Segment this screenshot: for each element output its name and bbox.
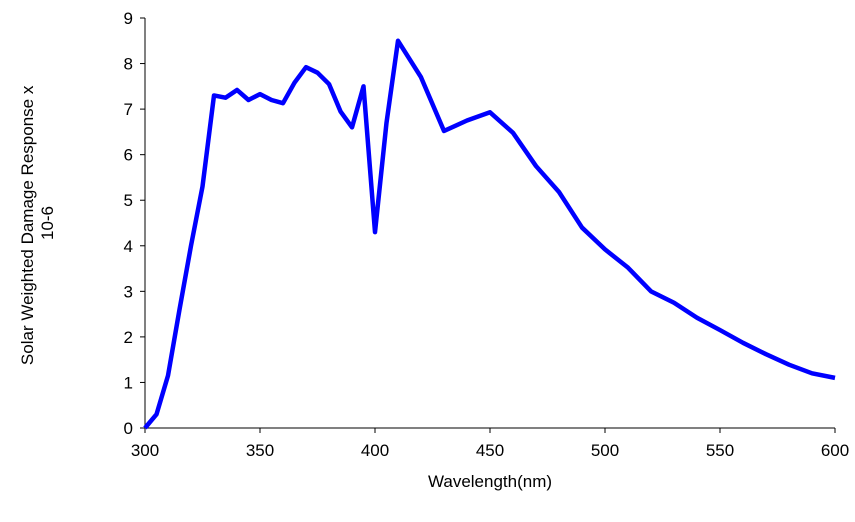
x-tick-label: 350 <box>246 441 274 460</box>
y-axis-title: Solar Weighted Damage Response x 10-6 <box>18 81 57 365</box>
x-ticks: 300 350 400 450 500 550 600 <box>131 428 849 460</box>
y-axis-title-line-1: Solar Weighted Damage Response x <box>18 85 37 365</box>
y-tick-label: 8 <box>124 55 133 74</box>
y-tick-label: 7 <box>124 100 133 119</box>
y-axis-title-line-2: 10-6 <box>38 206 57 240</box>
x-tick-label: 450 <box>476 441 504 460</box>
x-tick-label: 400 <box>361 441 389 460</box>
y-tick-label: 4 <box>124 237 133 256</box>
y-tick-label: 9 <box>124 9 133 28</box>
y-tick-label: 2 <box>124 328 133 347</box>
y-tick-label: 6 <box>124 146 133 165</box>
series-line <box>143 38 836 430</box>
y-tick-label: 5 <box>124 191 133 210</box>
x-tick-label: 600 <box>821 441 849 460</box>
y-ticks: 0 1 2 3 4 5 6 7 8 9 <box>124 9 145 438</box>
x-tick-label: 550 <box>706 441 734 460</box>
series-layer <box>143 38 836 430</box>
x-tick-label: 500 <box>591 441 619 460</box>
y-tick-label: 0 <box>124 419 133 438</box>
y-tick-label: 1 <box>124 373 133 392</box>
x-tick-label: 300 <box>131 441 159 460</box>
y-tick-label: 3 <box>124 282 133 301</box>
x-axis-title: Wavelength(nm) <box>428 472 552 491</box>
